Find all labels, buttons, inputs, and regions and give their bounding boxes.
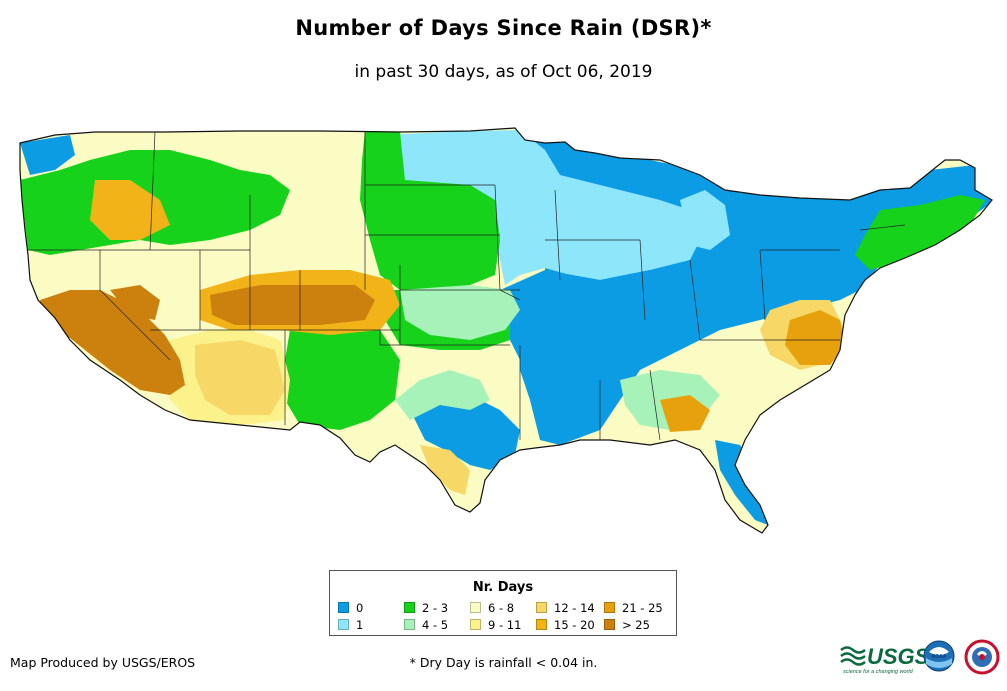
region-12-14-south-texas bbox=[420, 445, 470, 495]
legend-item-1: 1 bbox=[338, 619, 363, 632]
nws-logo bbox=[964, 639, 1000, 675]
legend-swatch-9 bbox=[604, 619, 615, 630]
legend-item-9: > 25 bbox=[604, 619, 650, 632]
credit-text: Map Produced by USGS/EROS bbox=[10, 655, 196, 670]
legend-item-4: 6 - 8 bbox=[470, 602, 514, 615]
legend-swatch-0 bbox=[338, 602, 349, 613]
legend-swatch-5 bbox=[470, 619, 481, 630]
region-1-upper-midwest bbox=[380, 130, 700, 285]
legend-item-3: 4 - 5 bbox=[404, 619, 448, 632]
region-gt25-nevada-north bbox=[110, 285, 160, 320]
region-0-lower-midwest bbox=[500, 250, 800, 380]
legend-swatch-1 bbox=[338, 619, 349, 630]
noaa-wordmark: NOAA bbox=[932, 654, 947, 660]
region-0-texas-gulf bbox=[410, 395, 520, 470]
usgs-logo: USGS science for a changing world bbox=[840, 644, 930, 675]
legend-item-2: 2 - 3 bbox=[404, 602, 448, 615]
us-dsr-map bbox=[19, 127, 993, 534]
region-gt25-california-nevada bbox=[40, 290, 185, 395]
region-21-25-virginia-carolinas bbox=[785, 310, 845, 365]
legend-title: Nr. Days bbox=[472, 580, 534, 595]
region-4-5-plains bbox=[400, 285, 520, 340]
region-1-michigan bbox=[680, 190, 730, 250]
region-2-3-northern-plains bbox=[360, 131, 500, 290]
usgs-wordmark: USGS bbox=[867, 644, 930, 669]
legend-swatch-6 bbox=[536, 602, 547, 613]
map-title: Number of Days Since Rain (DSR)* bbox=[295, 16, 712, 40]
legend-swatch-4 bbox=[470, 602, 481, 613]
footnote-text: * Dry Day is rainfall < 0.04 in. bbox=[409, 655, 598, 670]
region-0-northwest-coast bbox=[20, 135, 75, 175]
legend-item-8: 21 - 25 bbox=[604, 602, 663, 615]
region-4-5-texas bbox=[395, 370, 490, 420]
dsr-regions bbox=[20, 128, 992, 533]
region-12-14-arizona bbox=[195, 340, 285, 415]
legend-swatch-2 bbox=[404, 602, 415, 613]
legend-swatch-3 bbox=[404, 619, 415, 630]
region-0-florida bbox=[715, 440, 768, 525]
agency-logos: USGS science for a changing world NOAA bbox=[840, 639, 1000, 675]
region-21-25-georgia bbox=[660, 395, 710, 432]
legend-item-0: 0 bbox=[338, 602, 363, 615]
noaa-logo: NOAA bbox=[923, 640, 955, 672]
legend-swatch-7 bbox=[536, 619, 547, 630]
legend-item-6: 12 - 14 bbox=[536, 602, 595, 615]
region-15-20-oregon-idaho bbox=[90, 180, 170, 240]
region-2-3-new-england bbox=[855, 195, 985, 270]
legend: Nr. Days 0 1 2 - 3 4 - 5 6 - 8 9 - 11 12… bbox=[329, 570, 677, 636]
map-subtitle: in past 30 days, as of Oct 06, 2019 bbox=[354, 62, 653, 82]
region-gt25-utah-colorado bbox=[210, 285, 375, 325]
legend-swatch-8 bbox=[604, 602, 615, 613]
legend-item-7: 15 - 20 bbox=[536, 619, 595, 632]
region-2-3-new-mexico bbox=[285, 320, 400, 430]
usgs-tagline: science for a changing world bbox=[843, 669, 914, 675]
state-boundaries bbox=[28, 131, 906, 441]
legend-item-5: 9 - 11 bbox=[470, 619, 521, 632]
